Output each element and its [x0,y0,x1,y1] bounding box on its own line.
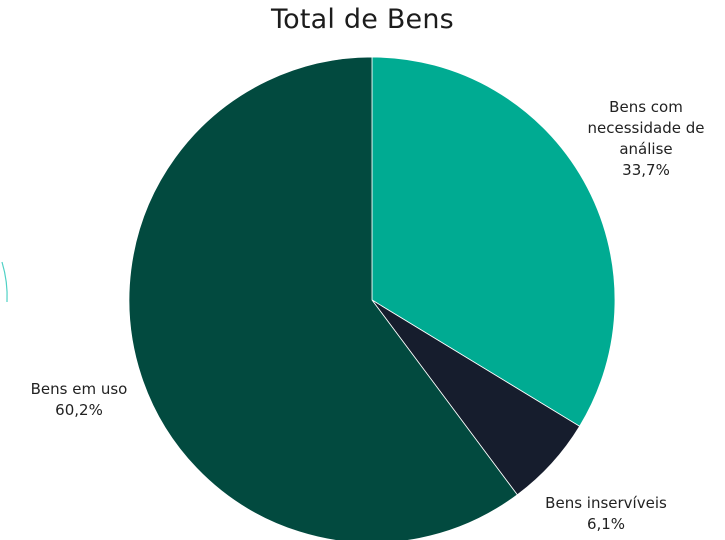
slice-label-3: Bens em uso 60,2% [31,380,128,419]
pie-slice-3 [128,56,518,540]
slice-name-label: Bens em uso [31,380,128,398]
slice-label-2: Bens inservíveis 6,1% [545,494,667,533]
chart-title: Total de Bens [271,4,454,35]
pie-labels: Bens com necessidade de análise 33,7% Bens i… [31,98,705,533]
slice-name-label: Bens inservíveis [545,494,667,512]
slice-value-label: 6,1% [587,515,625,533]
slice-name-label: análise [619,140,672,158]
decorative-edge-arc [1,261,8,303]
slice-name-label: necessidade de [588,119,705,137]
slice-label-1: Bens com necessidade de análise 33,7% [588,98,705,179]
slice-value-label: 33,7% [622,161,670,179]
slice-value-label: 60,2% [55,401,103,419]
pie-slices [128,56,616,540]
pie-slice-1 [371,56,616,427]
slice-name-label: Bens com [609,98,683,116]
